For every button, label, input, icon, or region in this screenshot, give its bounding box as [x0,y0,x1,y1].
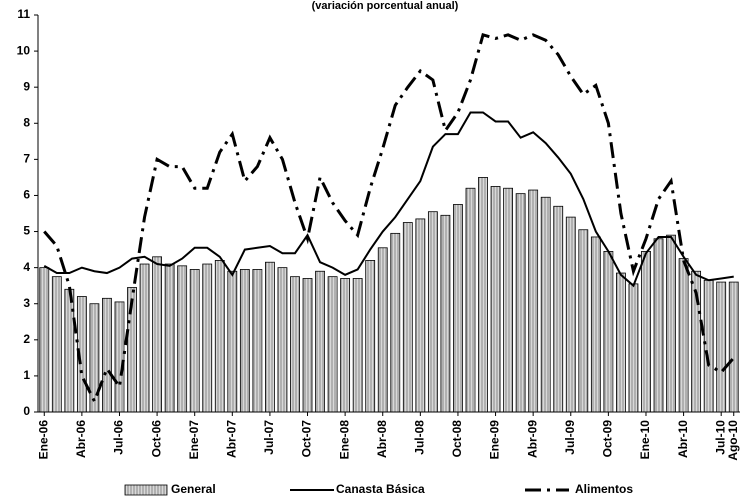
bar [202,263,213,413]
bar [214,260,225,413]
bar [189,269,200,413]
bar [503,187,513,413]
bar [340,278,351,413]
x-tick-label: Oct-06 [149,420,163,458]
line-series [43,111,734,288]
bar [252,269,263,413]
bar [453,204,463,413]
bar [352,278,363,413]
bar [315,270,325,413]
x-tick-label: Abr-09 [525,420,539,458]
y-tick-label: 6 [23,188,30,202]
x-tick-label: Abr-08 [375,420,389,458]
y-tick-label: 11 [17,7,30,21]
y-tick-label: 2 [23,332,30,346]
legend-label: General [171,482,216,496]
bar [728,281,739,413]
y-tick-label: 5 [23,224,30,238]
x-tick-label: Ago-10 [726,420,740,461]
bar [290,276,300,413]
bar [678,258,689,413]
bar [540,196,551,413]
x-tick-label: Abr-10 [676,420,690,458]
bar [528,189,539,413]
bar [227,270,238,413]
x-tick-label: Abr-06 [74,420,88,458]
bar [653,238,664,413]
y-tick-label: 3 [23,296,30,310]
bar [64,288,75,413]
bar [716,281,727,413]
legend-swatch [124,484,168,496]
bar [440,214,451,413]
x-tick-label: Ene-09 [488,420,502,460]
y-tick-label: 4 [23,260,30,274]
bar [628,283,639,413]
bar [39,267,50,413]
bar [152,256,162,413]
bar [490,186,501,413]
legend-label: Canasta Básica [336,482,425,496]
y-tick-label: 8 [23,115,30,129]
bar [641,250,651,413]
bar [666,234,676,413]
bar [478,177,488,413]
y-tick-label: 9 [23,79,30,93]
chart-title: (variación porcentual anual) [312,0,459,12]
x-tick-label: Oct-08 [450,420,464,458]
bar [703,279,714,413]
bar [177,265,188,413]
x-tick-label: Jul-08 [413,420,427,455]
x-tick-label: Ene-10 [638,420,652,460]
bar [277,267,288,413]
x-tick-label: Abr-07 [224,420,238,458]
bar [603,250,614,413]
x-tick-label: Oct-09 [601,420,615,458]
bar [302,278,313,413]
bar [427,211,438,413]
bar [565,216,576,413]
bar [114,301,125,413]
bar [265,261,275,413]
bar [139,263,150,413]
x-tick-label: Oct-07 [300,420,314,458]
bar [365,260,376,413]
x-tick-label: Jul-09 [563,420,577,455]
x-tick-label: Jul-06 [112,420,126,455]
y-tick-label: 10 [17,43,31,57]
x-tick-label: Ene-08 [337,420,351,460]
bar [590,236,601,413]
bar [553,205,564,413]
line-series [43,32,735,405]
x-tick-label: Ene-06 [36,420,50,460]
bar [465,187,476,413]
bar [515,193,526,413]
bar [402,222,413,413]
y-tick-label: 1 [23,368,30,382]
bar [51,276,62,413]
bar [415,218,426,413]
bar [377,247,388,413]
bar [102,297,112,413]
bar [578,229,589,413]
legend-label: Alimentos [575,482,633,496]
x-tick-label: Ene-07 [187,420,201,460]
bar [327,276,338,413]
bar [390,232,401,413]
bar [616,272,626,413]
x-tick-label: Jul-07 [262,420,276,455]
y-tick-label: 7 [23,152,30,166]
x-tick-label: Jul-10 [713,420,727,455]
bar [239,269,250,413]
bar [164,263,175,413]
y-tick-label: 0 [23,404,30,418]
